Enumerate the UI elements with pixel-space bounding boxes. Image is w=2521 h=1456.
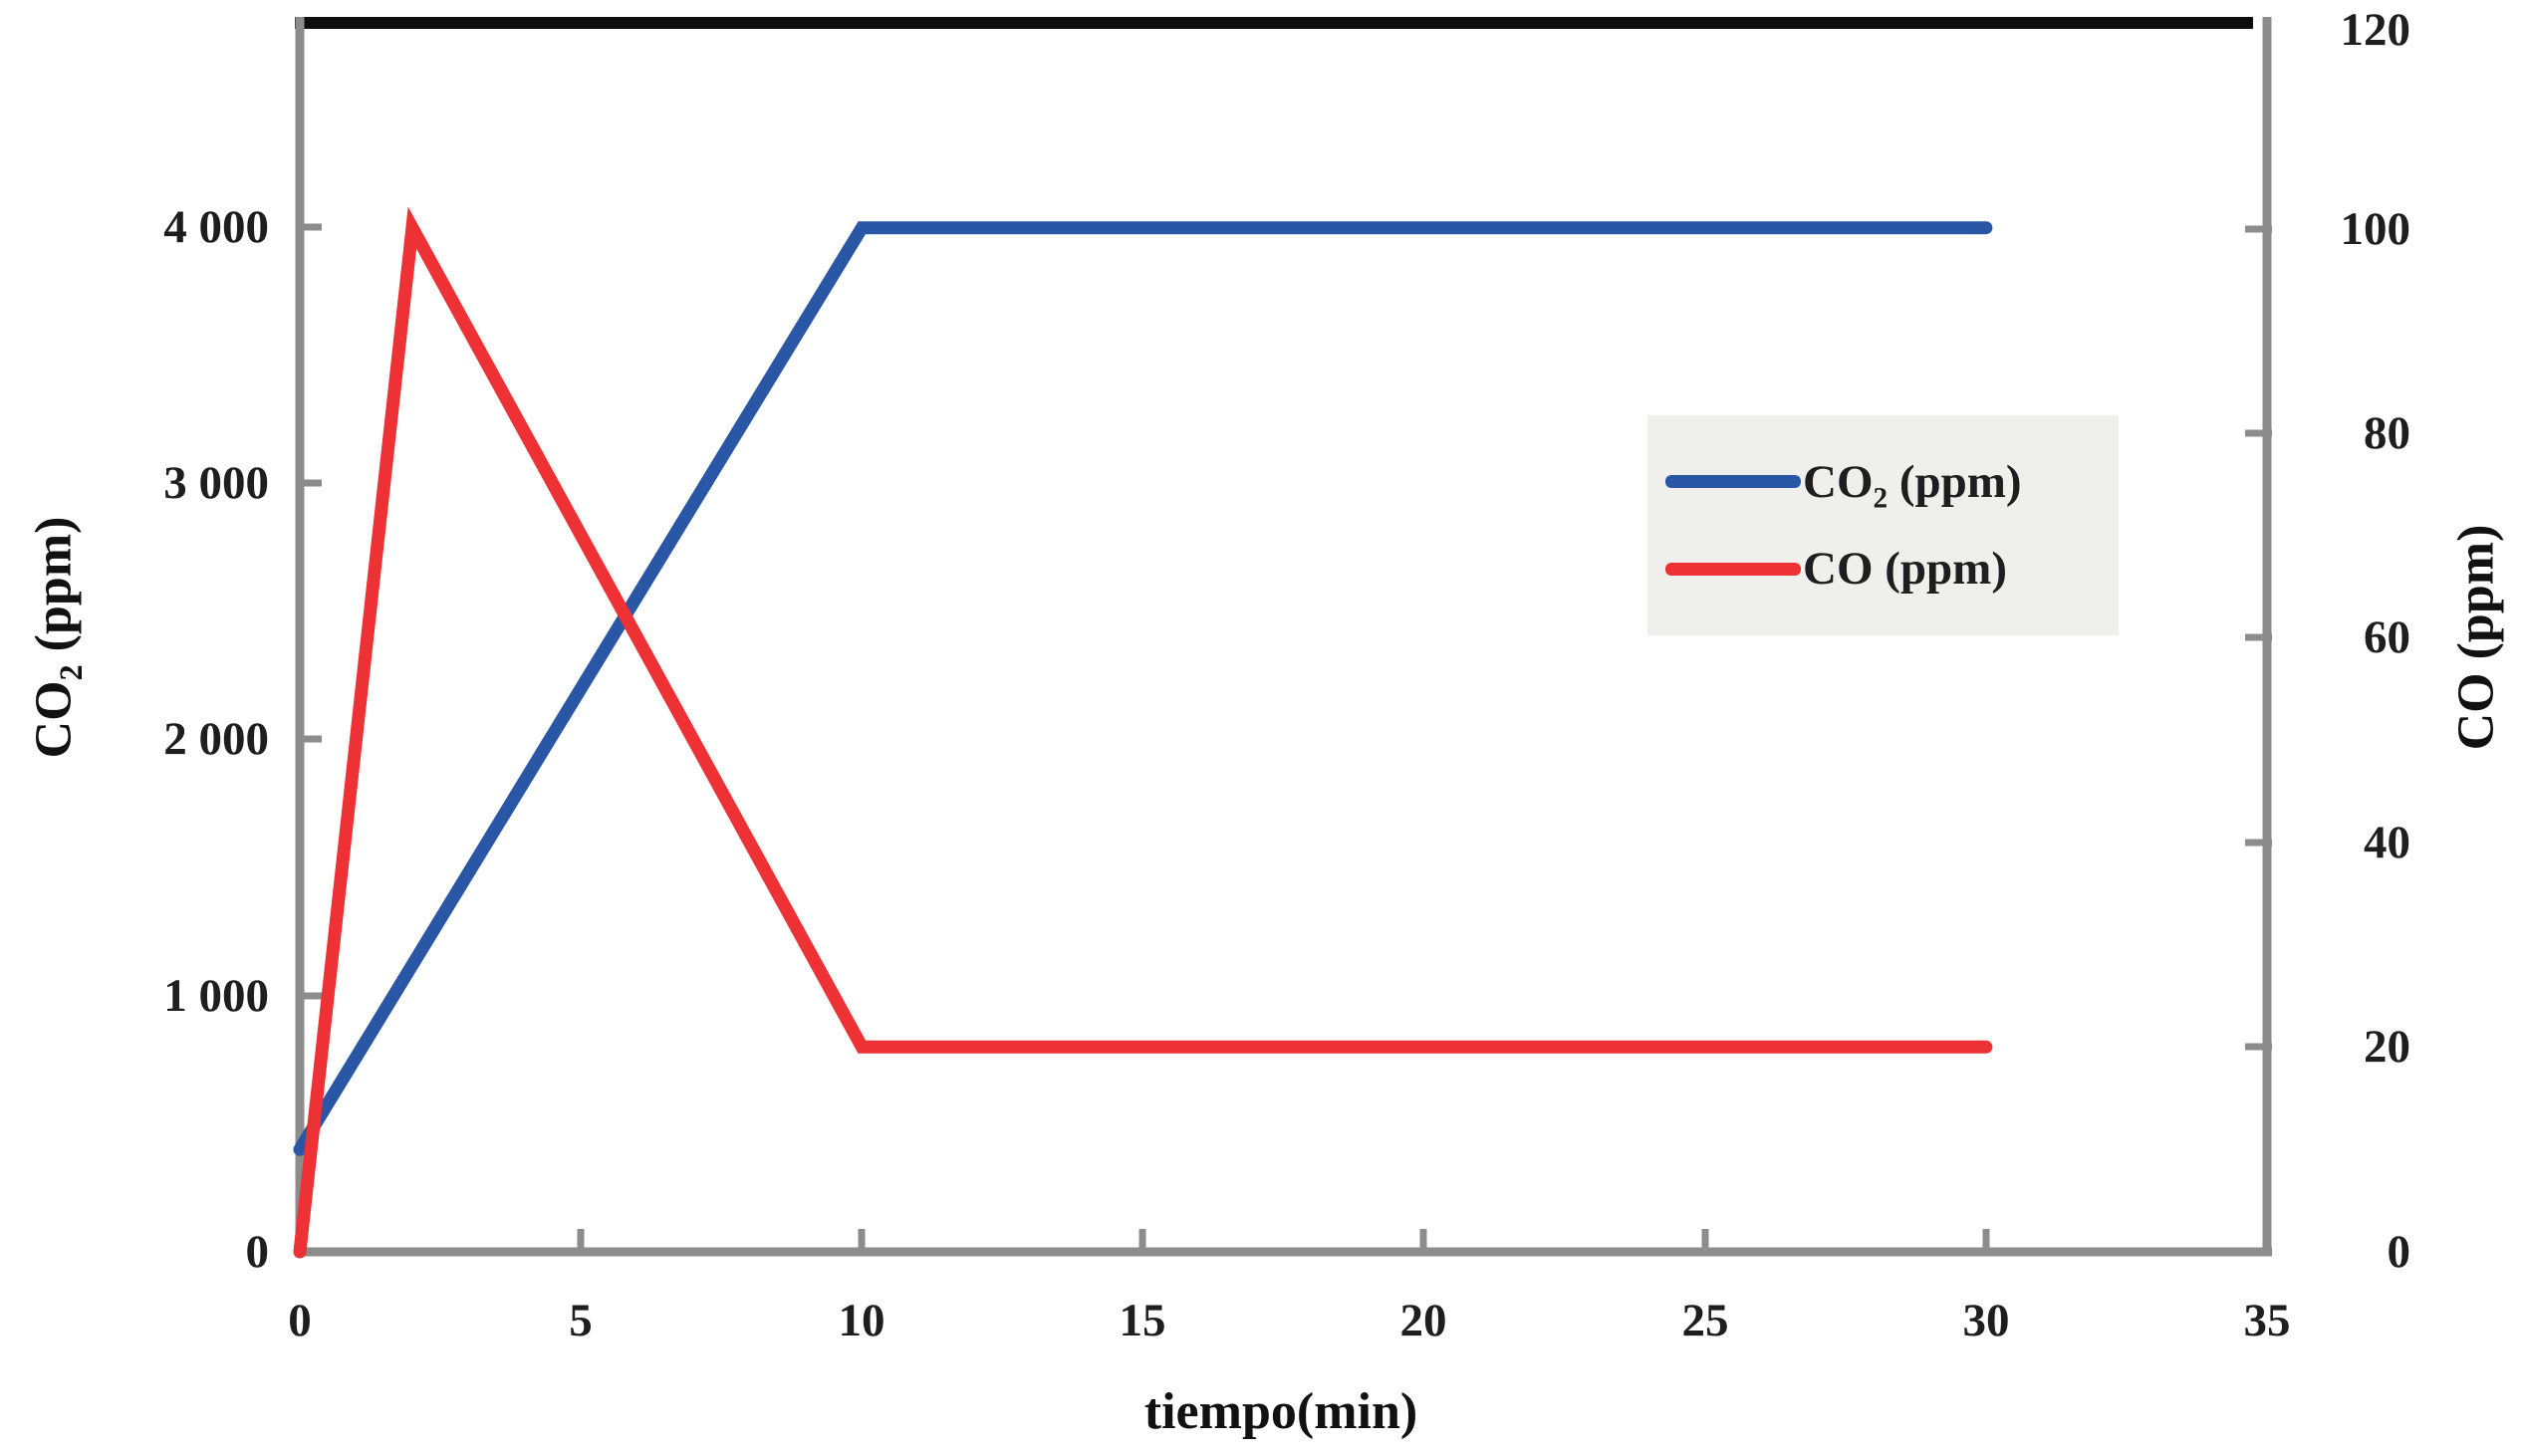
y-axis-left-title: CO2 (ppm) [25,516,89,759]
y-left-label: 2 000 [163,713,269,765]
y-right-label: 40 [2364,817,2410,868]
legend-label-co: CO (ppm) [1803,542,2007,596]
x-axis-ticks [577,1229,1990,1253]
y-right-label: 100 [2341,203,2411,255]
y-left-title-text: CO [25,680,83,759]
y-right-label: 20 [2364,1021,2410,1073]
x-label: 30 [1963,1295,2010,1346]
legend-label-co-units: (ppm) [1873,543,2007,596]
x-axis-labels: 0 5 10 15 20 25 30 35 [288,1295,2290,1346]
legend: CO2 (ppm) CO (ppm) [1647,415,2119,635]
legend-label-co-text: CO [1803,543,1874,596]
y-left-title-subscript: 2 [52,664,89,681]
y-axis-right-ticks [2245,225,2272,1051]
legend-item-co2: CO2 (ppm) [1647,455,2119,513]
x-label: 0 [288,1295,312,1346]
series-co-line [293,206,1993,1259]
y-left-label: 3 000 [163,457,269,509]
legend-item-co: CO (ppm) [1647,542,2119,596]
x-label: 15 [1120,1295,1166,1346]
x-label: 35 [2244,1295,2291,1346]
y-axis-left-ticks [298,223,322,1000]
legend-label-co2-subscript: 2 [1873,482,1889,515]
y-axis-left-labels: 0 1 000 2 000 3 000 4 000 [163,201,269,1278]
y-left-label: 1 000 [163,970,269,1022]
y-right-label: 0 [2388,1226,2411,1278]
legend-swatch-co [1665,562,1801,576]
y-left-title-units: (ppm) [25,516,83,665]
y-right-title-text: CO [2447,672,2505,751]
y-right-title-units: (ppm) [2447,524,2505,673]
legend-label-co2-text: CO [1803,455,1874,508]
legend-label-co2: CO2 (ppm) [1803,455,2022,513]
y-right-label: 120 [2341,4,2411,56]
legend-swatch-co2 [1665,475,1801,489]
y-left-label: 0 [246,1226,270,1278]
y-axis-right-labels: 0 20 40 60 80 100 120 [2341,4,2411,1278]
x-axis-title: tiempo(min) [1143,1383,1418,1440]
y-right-label: 80 [2364,407,2410,459]
y-right-label: 60 [2364,611,2410,663]
x-label: 5 [569,1295,593,1346]
y-left-label: 4 000 [163,201,269,253]
y-axis-right-title: CO (ppm) [2447,525,2506,751]
x-label: 10 [839,1295,885,1346]
x-label: 20 [1400,1295,1447,1346]
x-label: 25 [1682,1295,1729,1346]
legend-label-co2-units: (ppm) [1888,455,2022,508]
series-co2-line [293,221,1993,1156]
